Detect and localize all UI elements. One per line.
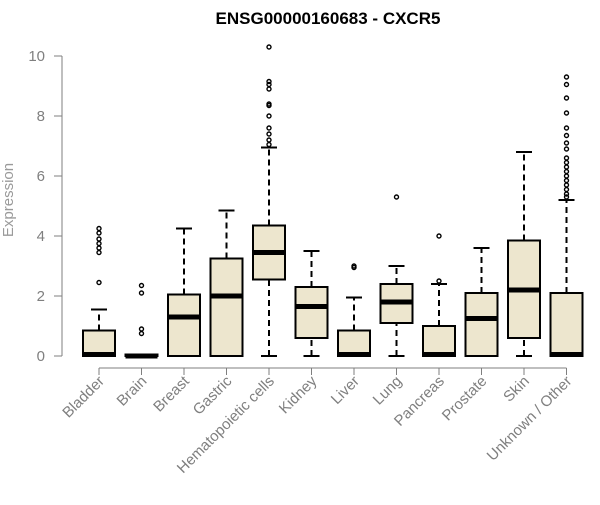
chart-title: ENSG00000160683 - CXCR5 [216, 9, 441, 28]
outlier-point [96, 225, 102, 232]
outlier-point [138, 282, 145, 289]
outlier-point [266, 131, 272, 137]
box-group [294, 250, 329, 357]
x-tick-label: Kidney [276, 372, 321, 417]
outlier-point [436, 278, 442, 284]
outlier-point [563, 140, 570, 146]
outlier-point [563, 146, 570, 152]
box-group [252, 44, 286, 357]
outlier-point [266, 81, 272, 88]
x-tick-label: Brain [114, 373, 151, 410]
outlier-point [266, 137, 272, 143]
box [549, 292, 584, 357]
outlier-point [563, 182, 570, 188]
y-tick-label: 4 [37, 228, 45, 245]
outlier-point [138, 330, 145, 337]
outlier-point [96, 236, 102, 242]
outlier-point [351, 263, 357, 269]
x-tick-label: Breast [150, 372, 193, 415]
x-tick-label: Bladder [59, 373, 108, 422]
outlier-point [96, 230, 102, 236]
box-group [464, 247, 499, 357]
box [294, 286, 329, 339]
y-tick-label: 8 [37, 108, 45, 125]
outlier-point [266, 78, 272, 85]
outlier-point [266, 113, 272, 119]
outlier-point [96, 245, 102, 251]
y-axis-label: Expression [0, 163, 17, 237]
outlier-point [563, 191, 570, 197]
box-group [507, 151, 541, 357]
outlier-point [563, 95, 570, 101]
box [337, 329, 371, 357]
box-group [422, 233, 456, 357]
outlier-point [563, 132, 570, 139]
outlier-point [138, 290, 145, 296]
outlier-point [266, 101, 272, 107]
outlier-point [266, 125, 272, 131]
box-group [124, 282, 159, 359]
box [167, 293, 201, 357]
box-group [549, 74, 584, 357]
outlier-point [96, 240, 102, 247]
outlier-point [563, 173, 570, 179]
outlier-point [266, 141, 272, 148]
outlier-point [563, 177, 570, 184]
y-tick-label: 0 [37, 348, 45, 365]
y-tick-label: 10 [28, 48, 45, 65]
outlier-point [563, 155, 570, 161]
y-axis: 0 2 4 6 8 10 [28, 48, 63, 365]
outlier-point [393, 194, 400, 200]
box-group [379, 194, 414, 357]
box [422, 325, 456, 357]
outlier-point [563, 186, 570, 193]
outlier-point [436, 233, 442, 239]
outlier-point [563, 125, 570, 131]
outlier-point [563, 110, 570, 116]
outlier-point [266, 44, 272, 50]
outlier-point [138, 326, 145, 332]
x-tick-label: Liver [328, 373, 363, 408]
x-tick-label: Lung [370, 373, 406, 409]
outlier-point [266, 86, 272, 92]
y-tick-label: 2 [37, 288, 45, 305]
outlier-point [563, 168, 570, 175]
outlier-point [96, 279, 102, 286]
x-tick-label: Prostate [439, 373, 491, 425]
box-series [82, 44, 584, 359]
box-group [167, 227, 201, 357]
outlier-point [563, 164, 570, 170]
box [209, 257, 244, 357]
outlier-point [563, 74, 570, 80]
box-group [82, 225, 116, 357]
box-group [209, 209, 244, 357]
outlier-point [563, 81, 570, 88]
outlier-point [563, 159, 570, 166]
outlier-point [96, 249, 102, 256]
box-group [337, 263, 371, 357]
outlier-point [563, 194, 570, 200]
box [464, 292, 499, 357]
x-tick-label: Skin [500, 373, 533, 406]
y-tick-label: 6 [37, 168, 45, 185]
